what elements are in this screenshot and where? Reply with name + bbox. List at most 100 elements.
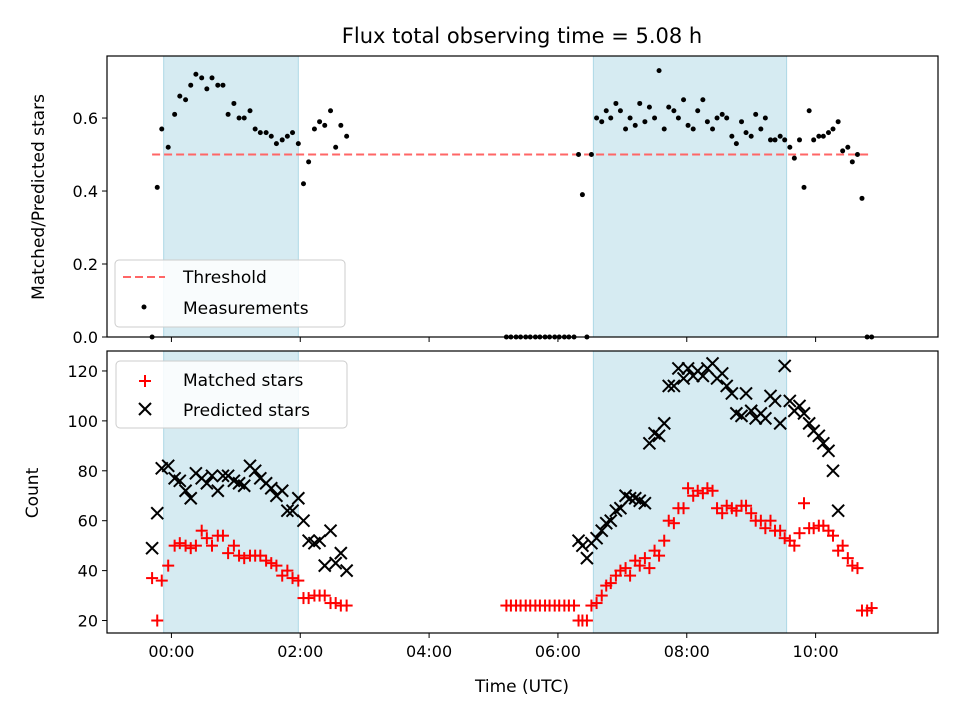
predicted-star-marker — [744, 404, 758, 418]
measurement-point — [311, 126, 317, 132]
matched-star-marker — [716, 507, 729, 520]
y-tick-label: 0.2 — [73, 255, 98, 274]
measurement-point — [801, 184, 807, 190]
predicted-star-marker — [831, 504, 845, 518]
matched-star-marker — [162, 559, 175, 572]
predicted-star-marker — [334, 546, 348, 560]
matched-star-marker — [168, 539, 181, 552]
predicted-star-marker — [739, 386, 753, 401]
legend-predicted-swatch — [138, 402, 152, 416]
predicted-star-marker — [642, 436, 657, 451]
measurement-point — [154, 184, 160, 190]
measurement-point — [849, 159, 855, 165]
measurement-point — [306, 159, 312, 165]
measurement-point — [204, 86, 210, 92]
measurement-point — [603, 108, 609, 114]
measurement-point — [588, 152, 594, 158]
measurement-point — [236, 115, 242, 121]
predicted-star-marker — [792, 399, 807, 413]
y-tick-label: 0.4 — [73, 182, 98, 201]
predicted-star-marker — [821, 444, 836, 458]
legend-measurements-label: Measurements — [183, 299, 309, 319]
measurement-point — [661, 126, 667, 132]
observing-window — [592, 350, 788, 634]
predicted-star-marker — [783, 394, 797, 408]
matched-star-marker — [807, 522, 820, 535]
predicted-star-marker — [285, 504, 300, 518]
measurement-point — [830, 126, 836, 132]
measurement-point — [594, 115, 600, 121]
measurement-point — [646, 104, 652, 110]
matched-star-marker — [667, 517, 680, 530]
x-tick-label: 10:00 — [793, 642, 839, 661]
measurement-point — [215, 82, 221, 88]
y-tick-label: 80 — [78, 462, 98, 481]
y-axis-label-ratio: Matched/Predicted stars — [29, 94, 49, 300]
matched-star-marker — [798, 497, 811, 510]
y-tick-label: 20 — [78, 612, 98, 631]
predicted-star-marker — [178, 484, 193, 498]
measurement-point — [247, 108, 253, 114]
predicted-star-marker — [291, 491, 306, 505]
matched-star-marker — [677, 502, 690, 515]
measurement-point — [333, 144, 339, 150]
predicted-star-marker — [676, 371, 691, 386]
predicted-star-marker — [205, 469, 219, 483]
predicted-star-marker — [652, 429, 666, 443]
predicted-star-marker — [161, 459, 175, 473]
matched-star-marker — [851, 562, 864, 575]
predicted-star-marker — [323, 523, 338, 538]
predicted-star-marker — [681, 361, 695, 376]
matched-star-marker — [638, 552, 651, 565]
predicted-star-marker — [725, 386, 739, 401]
measurement-point — [225, 111, 231, 117]
x-tick-label: 00:00 — [148, 642, 194, 661]
measurement-point — [263, 130, 269, 136]
matched-star-marker — [590, 597, 603, 610]
matched-star-marker — [195, 524, 208, 537]
matched-star-marker — [585, 599, 598, 612]
measurement-point — [772, 137, 778, 143]
predicted-star-marker — [604, 513, 618, 528]
matched-star-marker — [318, 589, 331, 602]
matched-star-marker — [189, 539, 202, 552]
predicted-star-marker — [173, 474, 187, 488]
matched-star-marker — [184, 542, 197, 555]
matched-star-marker — [281, 564, 294, 577]
measurement-point — [816, 133, 822, 139]
predicted-star-marker — [671, 361, 686, 376]
measurement-point — [268, 133, 274, 139]
matched-star-marker — [662, 514, 675, 527]
predicted-star-marker — [715, 366, 729, 381]
matched-star-marker — [691, 484, 704, 497]
predicted-star-marker — [777, 359, 792, 373]
measurement-point — [762, 115, 768, 121]
measurement-point — [787, 144, 793, 150]
matched-star-marker — [151, 614, 164, 627]
measurement-point — [666, 104, 672, 110]
predicted-star-marker — [339, 563, 354, 578]
predicted-star-marker — [812, 429, 826, 443]
measurement-point — [733, 141, 739, 147]
predicted-star-marker — [280, 504, 295, 518]
predicted-star-marker — [662, 379, 676, 393]
matched-star-marker — [200, 532, 213, 545]
matched-star-marker — [227, 539, 240, 552]
ratio-panel: 0.0 0.2 0.4 0.6 Matched/Predicted stars Thr… — [29, 55, 939, 347]
measurement-point — [782, 137, 788, 143]
legend-count: Matched stars Predicted stars — [115, 360, 348, 429]
matched-star-marker — [233, 549, 246, 562]
measurement-point — [252, 126, 258, 132]
matched-star-marker — [759, 522, 772, 535]
matched-star-marker — [745, 507, 758, 520]
predicted-star-marker — [237, 479, 251, 493]
measurement-point — [690, 126, 696, 132]
legend-measurements-swatch — [141, 304, 147, 310]
measurement-point — [811, 137, 817, 143]
measurement-point — [338, 122, 344, 128]
x-axis-label: Time (UTC) — [474, 677, 569, 697]
matched-star-marker — [568, 599, 581, 612]
measurement-point — [199, 75, 205, 81]
predicted-star-marker — [580, 551, 594, 565]
